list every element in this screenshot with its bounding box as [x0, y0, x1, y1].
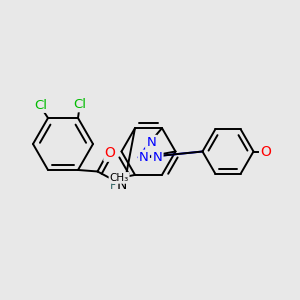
Text: Cl: Cl	[34, 99, 47, 112]
Text: Cl: Cl	[73, 98, 86, 111]
Text: N: N	[117, 178, 127, 192]
Text: N: N	[146, 136, 156, 149]
Text: O: O	[260, 145, 271, 158]
Text: N: N	[152, 152, 162, 164]
Text: N: N	[139, 151, 148, 164]
Text: CH₃: CH₃	[110, 173, 129, 183]
Text: H: H	[110, 179, 118, 192]
Text: O: O	[105, 146, 116, 161]
